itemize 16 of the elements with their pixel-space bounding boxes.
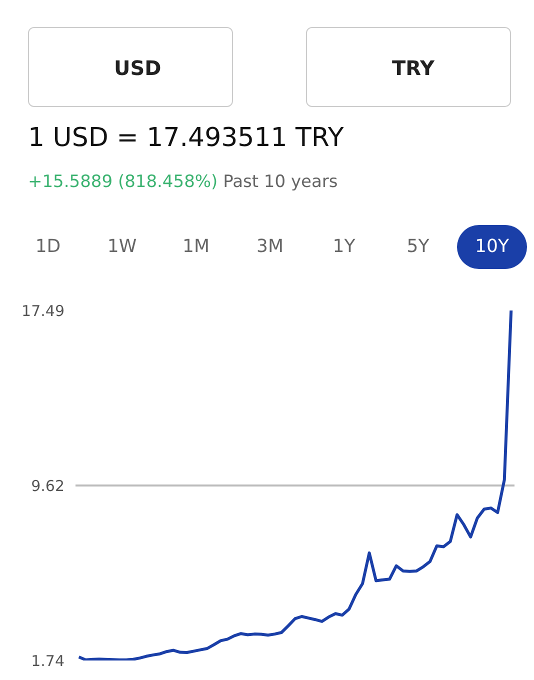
text: 1M bbox=[182, 235, 210, 259]
text: Past 10 years bbox=[223, 172, 338, 192]
chart-subtitle: +15.5889 (818.458%) bbox=[28, 172, 218, 192]
text: 1D bbox=[34, 235, 62, 259]
chart-title: 1 USD = 17.493511 TRY bbox=[28, 122, 344, 155]
y-tick-label: 17.49 bbox=[22, 302, 65, 320]
text: USD bbox=[28, 27, 233, 107]
text: 3M bbox=[256, 235, 284, 259]
y-tick-label: 1.74 bbox=[31, 652, 65, 670]
y-tick-label: 9.62 bbox=[31, 476, 65, 495]
line-series bbox=[77, 310, 513, 660]
text: 10Y bbox=[457, 225, 527, 269]
text: 5Y bbox=[406, 235, 430, 259]
text: 1Y bbox=[332, 235, 356, 259]
text: 1W bbox=[106, 235, 138, 259]
text: TRY bbox=[306, 27, 511, 107]
